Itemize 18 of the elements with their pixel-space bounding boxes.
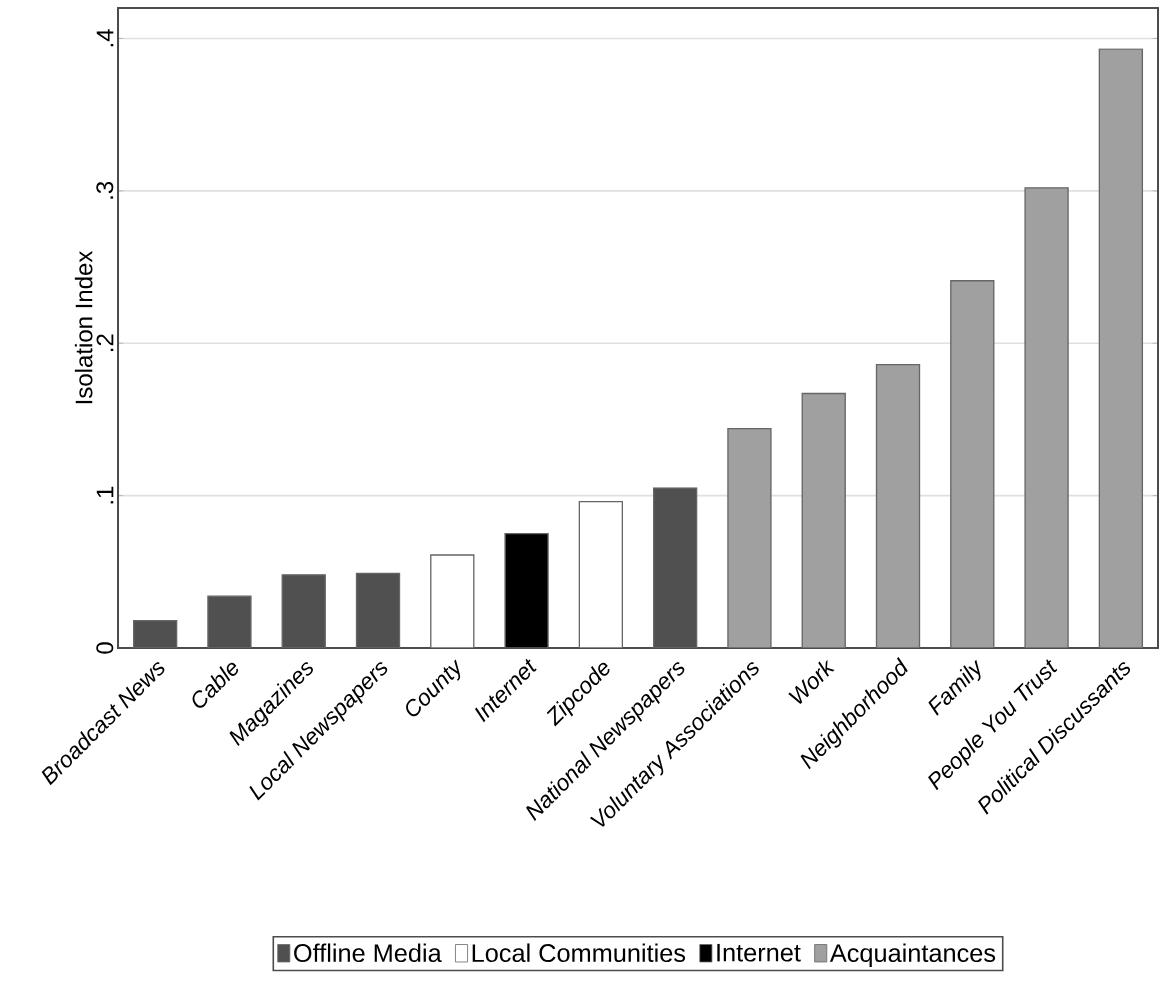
y-axis-title: Isolation Index: [74, 250, 93, 404]
y-tick-label: .3: [96, 181, 114, 199]
bar: [578, 501, 624, 648]
y-tick-label: 0: [96, 642, 114, 654]
legend-label: Internet: [717, 943, 801, 962]
bar: [801, 392, 846, 648]
y-tick-label: .1: [96, 486, 114, 504]
bar: [875, 363, 921, 648]
y-tick-label: .4: [96, 29, 114, 47]
legend-label: Acquaintances: [829, 943, 996, 968]
bar: [1024, 187, 1069, 648]
bar: [950, 280, 995, 648]
legend-label: Offline Media: [294, 943, 442, 963]
bar: [430, 554, 475, 648]
y-tick-label: .2: [96, 334, 114, 352]
legend-label: Local Communities: [472, 943, 686, 963]
bar: [1098, 48, 1144, 648]
bar: [727, 427, 772, 648]
